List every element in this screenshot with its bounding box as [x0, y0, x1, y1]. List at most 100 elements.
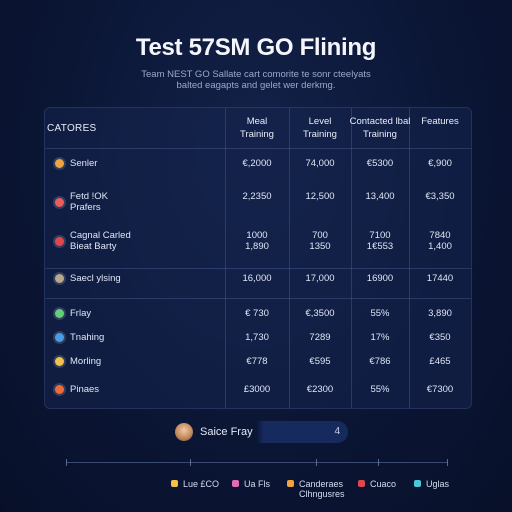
- cell-value: 7840: [429, 230, 451, 241]
- row-label-line: Bieat Barty: [70, 241, 117, 252]
- row-label-line: Prafers: [70, 202, 101, 213]
- cell-value: 12,500: [305, 191, 335, 202]
- row-label: Frlay: [70, 308, 91, 319]
- row-label-line: Saecl ylsing: [70, 273, 121, 284]
- table-cell: 700 1350: [289, 230, 351, 252]
- table-cell: €,2000: [226, 158, 288, 169]
- cell-value: 7100: [369, 230, 391, 241]
- legend-swatch-icon: [358, 480, 365, 487]
- timeline-tick: [378, 459, 379, 466]
- legend-label: Cuaco: [370, 479, 396, 489]
- column-divider: [351, 108, 352, 408]
- subtitle-line: Team NEST GO Sallate cart comorite te so…: [141, 69, 371, 80]
- category-dot-icon: [55, 385, 64, 394]
- cell-value: 1000: [246, 230, 268, 241]
- column-header-line: Contacted lbal: [349, 116, 411, 127]
- table-cell: 7289: [289, 332, 351, 343]
- table-cell: 55%: [349, 308, 411, 319]
- column-header-line: Training: [303, 129, 337, 140]
- timeline-tick: [447, 459, 448, 466]
- timeline-tick: [66, 459, 67, 466]
- table-cell: 17440: [409, 273, 471, 284]
- table-cell: €5300: [349, 158, 411, 169]
- table-cell: £3000: [226, 384, 288, 395]
- legend-item[interactable]: Lue £CO: [171, 479, 219, 489]
- table-cell: 12,500: [289, 191, 351, 202]
- table-cell: £465: [409, 356, 471, 367]
- search-filter-label: Saice Fray: [200, 426, 253, 438]
- cell-value: €595: [309, 356, 331, 367]
- cell-value: 1,400: [428, 241, 452, 252]
- row-label: Fetd !OK Prafers: [70, 191, 108, 213]
- cell-value: €350: [429, 332, 451, 343]
- timeline-tick: [190, 459, 191, 466]
- header-divider: [45, 148, 471, 149]
- row-label-line: Pinaes: [70, 384, 100, 395]
- cell-value: 2,2350: [242, 191, 272, 202]
- cell-value: 1€553: [366, 241, 394, 252]
- table-cell: 17,000: [289, 273, 351, 284]
- cell-value: €786: [369, 356, 391, 367]
- legend-swatch-icon: [414, 480, 421, 487]
- table-cell: 2,2350: [226, 191, 288, 202]
- row-label-line: Cagnal Carled: [70, 230, 131, 241]
- table-cell: 1,730: [226, 332, 288, 343]
- legend-item[interactable]: Cuaco: [358, 479, 396, 489]
- legend-item[interactable]: Canderaes Clhngusres: [287, 479, 345, 499]
- table-cell: 55%: [349, 384, 411, 395]
- table-cell: €3,350: [409, 191, 471, 202]
- cell-value: 7289: [309, 332, 331, 343]
- row-label: Senler: [70, 158, 97, 169]
- cell-value: 74,000: [305, 158, 335, 169]
- legend-label-line: Uglas: [426, 479, 450, 489]
- search-filter-pill[interactable]: Saice Fray 4: [172, 421, 348, 443]
- category-dot-icon: [55, 159, 64, 168]
- row-category: Fetd !OK Prafers: [55, 191, 108, 213]
- legend-item[interactable]: Uglas: [414, 479, 449, 489]
- timeline-track[interactable]: [66, 459, 448, 466]
- column-header: Features: [409, 115, 471, 128]
- row-label: Tnahing: [70, 332, 104, 343]
- category-dot-icon: [55, 197, 64, 207]
- legend-label-line: Clhngusres: [299, 489, 345, 499]
- table-cell: €786: [349, 356, 411, 367]
- legend-item[interactable]: Ua Fls: [232, 479, 270, 489]
- legend-swatch-icon: [287, 480, 294, 487]
- table-cell: € 730: [226, 308, 288, 319]
- cell-value: £465: [429, 356, 451, 367]
- row-divider: [45, 298, 471, 299]
- table-cell: 16900: [349, 273, 411, 284]
- row-category: Morling: [55, 356, 101, 367]
- cell-value: 1,890: [245, 241, 269, 252]
- table-cell: €595: [289, 356, 351, 367]
- column-header-line: Training: [363, 129, 397, 140]
- cell-value: 55%: [370, 384, 390, 395]
- row-label: Pinaes: [70, 384, 99, 395]
- cell-value: £3000: [243, 384, 271, 395]
- legend-label-line: Canderaes: [299, 479, 344, 489]
- timeline-tick: [316, 459, 317, 466]
- table-cell: 13,400: [349, 191, 411, 202]
- legend-swatch-icon: [232, 480, 239, 487]
- category-header: CATORES: [47, 123, 97, 134]
- legend-swatch-icon: [171, 480, 178, 487]
- table-cell: €778: [226, 356, 288, 367]
- cell-value: 55%: [370, 308, 390, 319]
- cell-value: € 730: [245, 308, 269, 319]
- cell-value: €7300: [426, 384, 454, 395]
- row-category: Frlay: [55, 308, 91, 319]
- cell-value: 17,000: [305, 273, 335, 284]
- avatar: [175, 423, 193, 441]
- legend-label-line: Lue £CO: [183, 479, 220, 489]
- row-category: Tnahing: [55, 332, 104, 343]
- cell-value: €3,350: [425, 191, 455, 202]
- row-category: Pinaes: [55, 384, 99, 395]
- column-divider: [225, 108, 226, 408]
- row-category: Saecl ylsing: [55, 273, 121, 284]
- column-header-line: Training: [240, 129, 274, 140]
- legend-label: Uglas: [426, 479, 449, 489]
- cell-value: 17440: [426, 273, 454, 284]
- cell-value: 16,000: [242, 273, 272, 284]
- table-cell: €2300: [289, 384, 351, 395]
- row-label-line: Morling: [70, 356, 102, 367]
